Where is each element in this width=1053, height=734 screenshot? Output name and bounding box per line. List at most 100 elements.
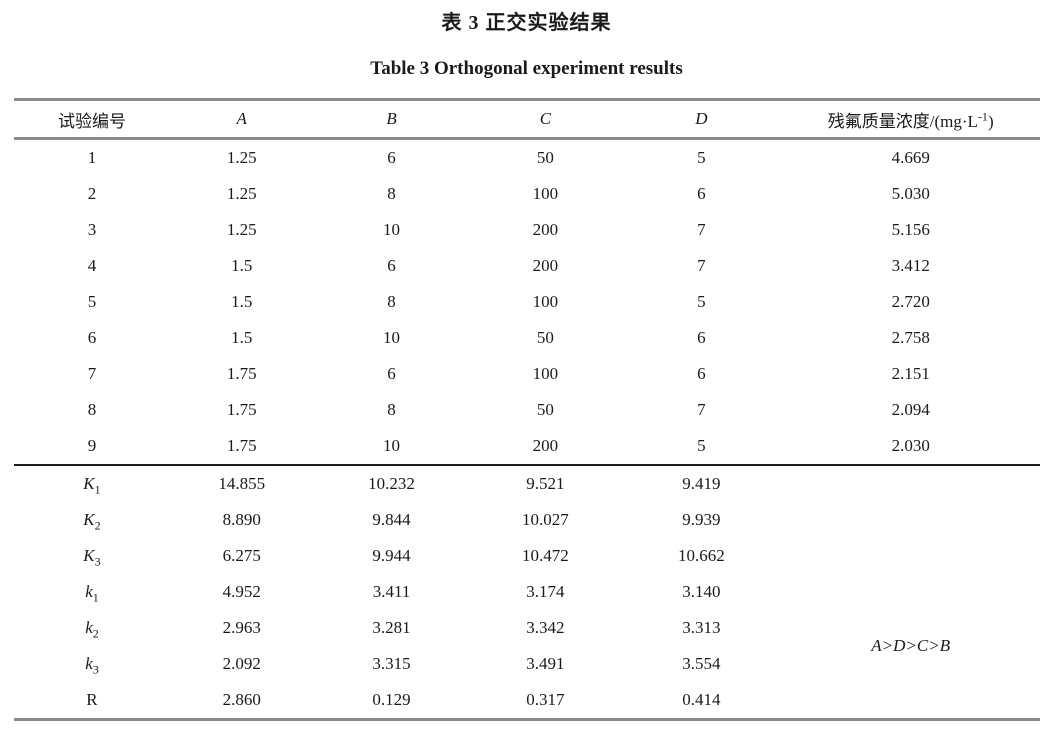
cell-r6-c4: 6 [697, 328, 706, 347]
stat-row-K2: K2 8.890 9.844 10.027 9.939 [14, 502, 1040, 538]
cell-r5-c4: 5 [697, 292, 706, 311]
cell-r2-c4: 6 [697, 184, 706, 203]
cell-r6-c3: 50 [536, 328, 554, 347]
stat-label-k1: k1 [85, 582, 99, 605]
cell-r7-c3: 100 [532, 364, 559, 383]
cell-r1-c1: 1.25 [226, 148, 257, 167]
stat-label-K3: K3 [83, 546, 101, 569]
cell-r3-c3: 200 [532, 220, 559, 239]
cell-r9-c4: 5 [697, 436, 706, 455]
cell-r1-c3: 50 [536, 148, 554, 167]
stat-value-R-c1: 2.860 [222, 690, 261, 709]
stat-value-k3-c1: 2.092 [222, 654, 261, 673]
cell-r1-c0: 1 [87, 148, 97, 167]
cell-r4-c3: 200 [532, 256, 559, 275]
stat-value-k2-c3: 3.342 [526, 618, 565, 637]
empty-cell-K1 [781, 465, 1040, 502]
cell-r8-c3: 50 [536, 400, 554, 419]
factor-order-conclusion: A>D>C>B [871, 636, 951, 655]
cell-r7-c0: 7 [87, 364, 97, 383]
cell-r8-c0: 8 [87, 400, 97, 419]
experiment-rows: 1 1.25 6 50 5 4.669 2 1.25 8 100 6 5.030 3 1.25 10 200 7… [14, 139, 1040, 465]
column-header-5: 残氟质量浓度/(mg·L-1) [827, 108, 994, 131]
empty-cell-R [781, 682, 1040, 720]
cell-r9-c3: 200 [532, 436, 559, 455]
stat-value-R-c3: 0.317 [526, 690, 565, 709]
cell-r8-c5: 2.094 [891, 400, 930, 419]
orthogonal-results-table: 试验编号 A B C D 残氟质量浓度/(mg·L-1) 1 1.25 6 50 5 4.669 2 1… [14, 98, 1040, 721]
stat-value-k1-c1: 4.952 [222, 582, 261, 601]
empty-cell-k1 [781, 574, 1040, 610]
stat-value-R-c2: 0.129 [372, 690, 411, 709]
cell-r5-c1: 1.5 [231, 292, 253, 311]
stat-value-R-c4: 0.414 [682, 690, 721, 709]
cell-r1-c4: 5 [697, 148, 706, 167]
column-header-4: D [695, 109, 708, 128]
cell-r6-c5: 2.758 [891, 328, 930, 347]
experiment-row-9: 9 1.75 10 200 5 2.030 [14, 428, 1040, 465]
cell-r9-c5: 2.030 [891, 436, 930, 455]
cell-r2-c3: 100 [532, 184, 559, 203]
stat-label-K2: K2 [83, 510, 101, 533]
stat-value-K3-c1: 6.275 [222, 546, 261, 565]
cell-r7-c4: 6 [697, 364, 706, 383]
stat-value-k1-c2: 3.411 [372, 582, 411, 601]
stat-value-K3-c4: 10.662 [677, 546, 725, 565]
experiment-row-5: 5 1.5 8 100 5 2.720 [14, 284, 1040, 320]
cell-r9-c0: 9 [87, 436, 97, 455]
stat-label-K1: K1 [83, 474, 101, 497]
experiment-row-8: 8 1.75 8 50 7 2.094 [14, 392, 1040, 428]
column-header-0: 试验编号 [57, 111, 126, 131]
stat-value-K2-c3: 10.027 [522, 510, 569, 529]
cell-r6-c2: 10 [383, 328, 401, 347]
cell-r9-c1: 1.75 [226, 436, 257, 455]
cell-r4-c1: 1.5 [231, 256, 253, 275]
stat-label-k2: k2 [85, 618, 99, 641]
cell-r5-c2: 8 [387, 292, 396, 311]
experiment-row-1: 1 1.25 6 50 5 4.669 [14, 139, 1040, 177]
cell-r1-c5: 4.669 [891, 148, 930, 167]
cell-r6-c0: 6 [87, 328, 97, 347]
cell-r4-c4: 7 [697, 256, 706, 275]
cell-r3-c1: 1.25 [226, 220, 257, 239]
cell-r8-c1: 1.75 [226, 400, 257, 419]
empty-cell-K2 [781, 502, 1040, 538]
stat-value-K1-c3: 9.521 [526, 474, 565, 493]
column-header-3: C [539, 109, 552, 128]
cell-r4-c2: 6 [387, 256, 396, 275]
column-header-2: B [386, 109, 397, 128]
experiment-row-7: 7 1.75 6 100 6 2.151 [14, 356, 1040, 392]
stat-value-k1-c4: 3.140 [682, 582, 721, 601]
stat-value-K2-c2: 9.844 [372, 510, 411, 529]
empty-cell-K3 [781, 538, 1040, 574]
cell-r2-c1: 1.25 [226, 184, 257, 203]
cell-r7-c2: 6 [387, 364, 396, 383]
cell-r2-c5: 5.030 [891, 184, 930, 203]
stat-row-k1: k1 4.952 3.411 3.174 3.140 [14, 574, 1040, 610]
stat-value-k3-c4: 3.554 [682, 654, 721, 673]
column-header-1: A [236, 109, 247, 128]
experiment-row-6: 6 1.5 10 50 6 2.758 [14, 320, 1040, 356]
experiment-row-4: 4 1.5 6 200 7 3.412 [14, 248, 1040, 284]
cell-r6-c1: 1.5 [231, 328, 253, 347]
cell-r5-c3: 100 [532, 292, 559, 311]
cell-r8-c4: 7 [697, 400, 706, 419]
stat-row-k2: k2 2.963 3.281 3.342 3.313 A>D>C>B [14, 610, 1040, 655]
cell-r4-c0: 4 [87, 256, 97, 275]
stat-value-k2-c2: 3.281 [372, 618, 411, 637]
table-title-chinese: 表 3 正交实验结果 [441, 12, 612, 34]
stat-label-k3: k3 [85, 654, 99, 677]
stat-row-k3: k3 2.092 3.315 3.491 3.554 [14, 646, 1040, 682]
cell-r3-c4: 7 [697, 220, 706, 239]
cell-r7-c1: 1.75 [226, 364, 257, 383]
cell-r1-c2: 6 [387, 148, 396, 167]
cell-r8-c2: 8 [387, 400, 396, 419]
table-title-english: Table 3 Orthogonal experiment results [370, 58, 683, 79]
cell-r2-c0: 2 [87, 184, 97, 203]
stat-value-K1-c1: 14.855 [218, 474, 266, 493]
stat-row-R: R 2.860 0.129 0.317 0.414 [14, 682, 1040, 720]
stat-value-K3-c2: 9.944 [372, 546, 411, 565]
stat-value-K3-c3: 10.472 [522, 546, 569, 565]
stat-value-K1-c2: 10.232 [368, 474, 415, 493]
cell-r4-c5: 3.412 [891, 256, 930, 275]
